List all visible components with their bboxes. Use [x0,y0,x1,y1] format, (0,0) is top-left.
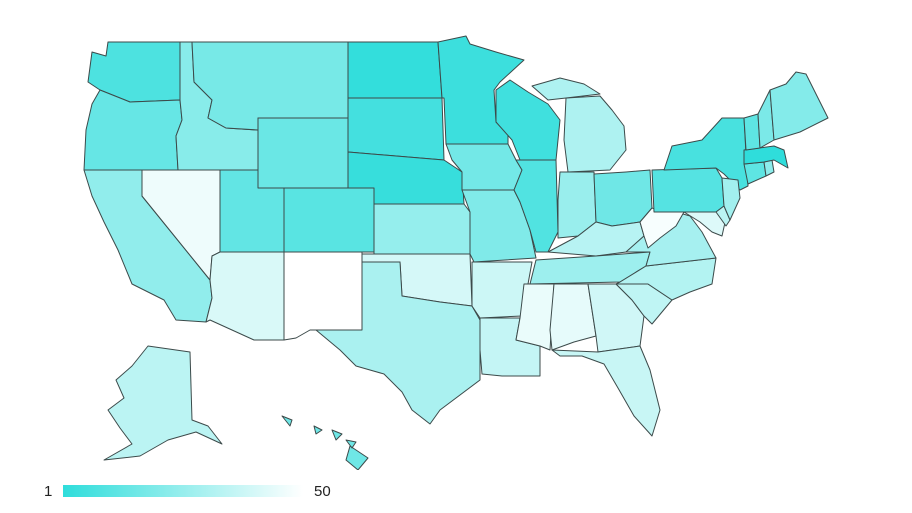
state-SD[interactable] [347,97,445,161]
state-VT[interactable] [743,113,761,151]
state-IL[interactable] [513,159,559,253]
state-AZ[interactable] [205,251,285,341]
state-ND[interactable] [347,41,443,99]
state-HI[interactable] [281,415,369,470]
state-AK[interactable] [103,345,223,461]
state-MI-up[interactable] [531,77,601,101]
state-MT[interactable] [191,41,349,131]
state-FL[interactable] [551,345,661,437]
state-MN[interactable] [437,35,525,145]
legend-min-label: 1 [44,483,53,500]
state-KS[interactable] [373,203,471,255]
state-MA[interactable] [743,145,789,169]
state-OR[interactable] [83,89,183,171]
state-NM[interactable] [283,251,363,341]
state-RI[interactable] [763,159,775,177]
state-TX[interactable] [315,261,481,425]
state-CT[interactable] [743,161,767,185]
state-PA[interactable] [651,167,725,213]
state-WY[interactable] [257,117,349,189]
state-WI[interactable] [495,79,561,161]
state-MI[interactable] [563,95,627,173]
state-ME[interactable] [769,71,829,141]
state-NY[interactable] [663,117,749,191]
us-choropleth-map [83,35,829,470]
legend-color-bar [63,485,303,497]
legend-max-label: 50 [314,483,331,500]
state-CO[interactable] [283,187,375,253]
state-NJ[interactable] [721,177,741,221]
